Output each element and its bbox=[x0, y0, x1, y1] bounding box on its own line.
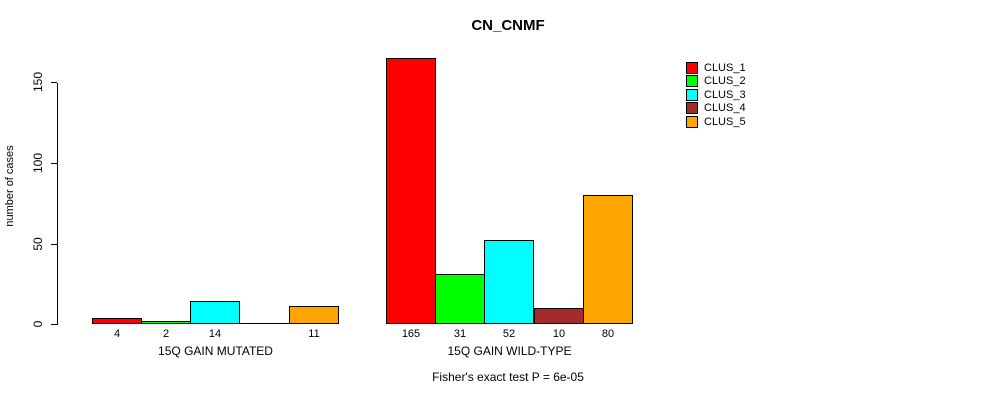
x-axis-label-wildtype: 15Q GAIN WILD-TYPE bbox=[447, 344, 572, 358]
y-tick-label: 100 bbox=[31, 152, 45, 174]
y-axis-line bbox=[57, 83, 58, 325]
bar-value-label: 165 bbox=[401, 328, 421, 340]
y-tick-label: 50 bbox=[31, 237, 45, 251]
bar-clus_5 bbox=[289, 306, 339, 324]
legend-swatch-icon bbox=[686, 115, 698, 128]
bar-clus_4 bbox=[240, 323, 290, 324]
y-axis-label: number of cases bbox=[4, 145, 16, 227]
bar-clus_1 bbox=[386, 58, 436, 324]
y-tick-label: 0 bbox=[31, 320, 45, 328]
bar-value-label: 2 bbox=[162, 328, 170, 340]
bar-value-label: 52 bbox=[502, 328, 516, 340]
bar-clus_3 bbox=[484, 240, 534, 324]
legend-label: CLUS_3 bbox=[704, 88, 746, 101]
bar-clus_2 bbox=[435, 274, 485, 324]
chart-title: CN_CNMF bbox=[471, 17, 545, 34]
legend-item: CLUS_2 bbox=[686, 75, 746, 89]
bar-value-label: 10 bbox=[552, 328, 566, 340]
bar-value-label: 31 bbox=[453, 328, 467, 340]
legend-item: CLUS_1 bbox=[686, 61, 746, 75]
legend-label: CLUS_2 bbox=[704, 75, 746, 88]
bar-clus_2 bbox=[141, 321, 191, 324]
bar-clus_1 bbox=[92, 318, 142, 324]
y-tick-mark bbox=[51, 82, 57, 83]
legend-swatch-icon bbox=[686, 102, 698, 115]
legend-label: CLUS_5 bbox=[704, 115, 746, 128]
bar-clus_4 bbox=[534, 308, 584, 324]
bar-value-label: 4 bbox=[113, 328, 121, 340]
bar-group-mutated: 4 2 14 11 bbox=[92, 57, 339, 340]
legend-label: CLUS_4 bbox=[704, 102, 746, 115]
bar-clus_5 bbox=[583, 195, 633, 324]
bar-value-label: 11 bbox=[308, 328, 320, 340]
bar-value-label: 14 bbox=[208, 328, 222, 340]
legend-swatch-icon bbox=[686, 61, 698, 74]
legend-label: CLUS_1 bbox=[704, 61, 746, 74]
legend-item: CLUS_4 bbox=[686, 102, 746, 116]
bar-group-wildtype: 165 31 52 10 80 bbox=[386, 57, 633, 340]
legend-swatch-icon bbox=[686, 88, 698, 101]
annotation-text: Fisher's exact test P = 6e-05 bbox=[432, 370, 584, 384]
bar-value-label: 80 bbox=[601, 328, 615, 340]
y-tick-mark bbox=[51, 163, 57, 164]
y-tick-mark bbox=[51, 324, 57, 325]
x-axis-label-mutated: 15Q GAIN MUTATED bbox=[158, 344, 273, 358]
bar-clus_3 bbox=[190, 301, 240, 324]
y-tick-mark bbox=[51, 244, 57, 245]
legend-item: CLUS_5 bbox=[686, 115, 746, 129]
legend-swatch-icon bbox=[686, 75, 698, 88]
legend: CLUS_1 CLUS_2 CLUS_3 CLUS_4 CLUS_5 bbox=[686, 61, 746, 129]
legend-item: CLUS_3 bbox=[686, 88, 746, 102]
y-tick-label: 150 bbox=[31, 71, 45, 93]
